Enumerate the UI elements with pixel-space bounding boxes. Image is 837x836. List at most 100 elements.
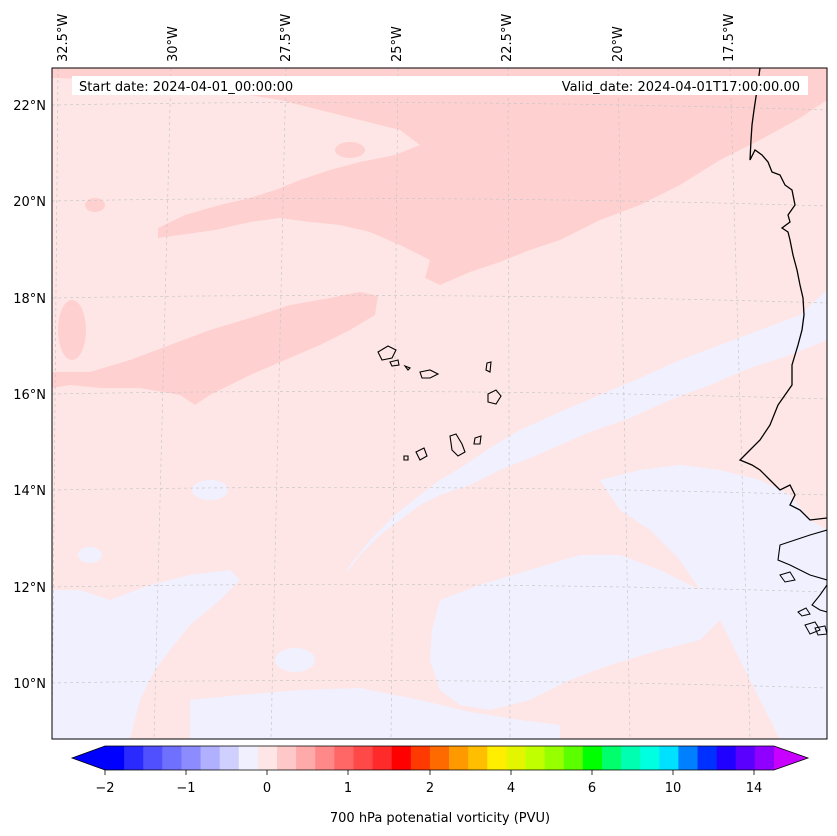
meridian-27-5w [270,68,287,739]
colorbar-cell [181,746,201,770]
positive-pv-patch [85,198,105,212]
colorbar-title: 700 hPa potenatial vorticity (PVU) [330,811,550,826]
lat-label: 16°N [13,388,46,403]
negative-pv-regions [52,290,827,739]
negative-pv-region-coast [600,465,827,739]
santa-luzia-island [403,364,411,371]
lon-label: 22.5°W [500,14,515,62]
colorbar-cells [105,746,775,770]
lat-label: 14°N [13,484,46,499]
colorbar-tick-label: 14 [746,781,763,796]
colorbar-cell [219,746,240,770]
colorbar-cell [315,746,335,770]
santo-antao-island [377,345,397,361]
negative-pv-patch [78,547,102,563]
guinea-coastline [811,584,827,613]
negative-pv-region-bottom [190,688,560,739]
negative-pv-patch [275,648,315,672]
cape-verde-islands [377,345,502,461]
latitude-labels: 22°N 20°N 18°N 16°N 14°N 12°N 10°N [13,99,46,692]
colorbar-cell [277,746,297,770]
colorbar-cell [525,746,546,770]
graticule [52,68,827,739]
colorbar-cell [506,746,526,770]
meridian-30w [153,68,172,739]
lon-label: 20°W [611,26,626,62]
colorbar-cell [754,746,775,770]
coastal-island [804,621,821,635]
parallel-14n [52,487,827,496]
sal-island [485,361,492,373]
lat-label: 20°N [13,195,46,210]
colorbar-cell [257,746,278,770]
colorbar-cell [601,746,622,770]
meridian-32-5w [52,68,59,739]
colorbar-cell [334,746,354,770]
positive-pv-patch [335,142,365,158]
colorbar-tick-labels: −2 −1 0 1 2 4 6 10 14 [95,781,762,796]
lon-label: 30°W [166,26,181,62]
colorbar-tick-label: 10 [665,781,682,796]
map-panel [52,68,827,739]
colorbar-tick-label: −2 [95,781,114,796]
colorbar-cell [563,746,584,770]
lat-label: 12°N [13,581,46,596]
colorbar-cell [124,746,144,770]
lon-label: 27.5°W [279,14,294,62]
negative-pv-patch [192,480,228,500]
guinea-bissau-coastline [777,529,827,581]
colorbar-cell [162,746,182,770]
colorbar-ticks [104,770,755,775]
positive-pv-patch [58,300,86,360]
colorbar-cell [468,746,488,770]
colorbar-cell [678,746,698,770]
colorbar-tick-label: −1 [176,781,195,796]
colorbar-tick-label: 0 [263,781,271,796]
lat-label: 10°N [13,677,46,692]
colorbar-cell [697,746,718,770]
negative-pv-region-southeast [430,555,720,710]
colorbar-cell [735,746,756,770]
maio-island [473,435,482,445]
colorbar-cell [296,746,316,770]
parallel-12n [52,584,827,593]
meridian-22-5w [507,68,511,739]
colorbar-cell [449,746,469,770]
colorbar-cell [105,746,125,770]
colorbar-cell [143,746,163,770]
lat-label: 18°N [13,292,46,307]
colorbar: −2 −1 0 1 2 4 6 10 14 700 hPa potenatial… [70,745,810,826]
african-coastline [738,68,827,521]
coastal-island [779,571,796,583]
colorbar-cell [621,746,641,770]
fogo-island [415,447,428,461]
colorbar-cell [238,746,259,770]
colorbar-cell [659,746,679,770]
colorbar-cell [716,746,737,770]
coastal-island [814,625,827,636]
colorbar-cell [582,746,603,770]
colorbar-cell [391,746,412,770]
colorbar-cell [640,746,660,770]
sao-vicente-island [389,359,400,367]
sao-nicolau-island [419,369,440,379]
colorbar-cell [353,746,373,770]
colorbar-tick-label: 2 [426,781,434,796]
meridian-25w [390,68,399,739]
lon-label: 25°W [390,26,405,62]
colorbar-cell [544,746,565,770]
colorbar-cell [487,746,507,770]
colorbar-cell [200,746,221,770]
parallel-18n [52,295,827,304]
negative-pv-band-diagonal [345,290,827,575]
valid-date-label: Valid_date: 2024-04-01T17:00:00.00 [562,80,800,95]
longitude-labels: 32.5°W 30°W 27.5°W 25°W 22.5°W 20°W 17.5… [56,14,737,62]
lat-label: 22°N [13,99,46,114]
parallel-16n [52,391,827,400]
parallel-22n [52,102,827,111]
date-banner [72,76,808,95]
colorbar-over-arrow [774,746,808,770]
negative-pv-region-south [52,570,240,739]
parallel-20n [52,198,827,207]
